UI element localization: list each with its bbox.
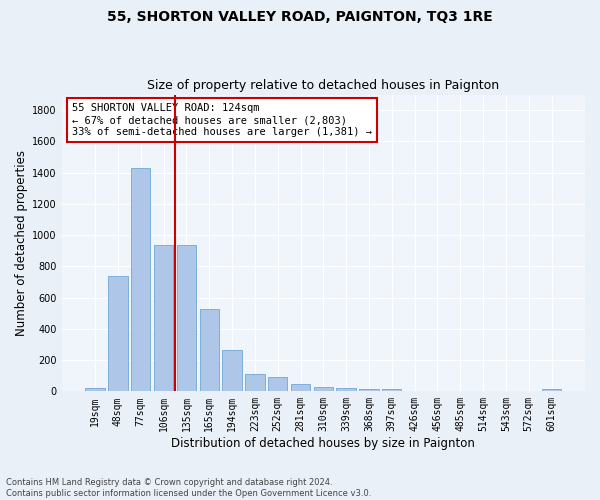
Bar — [268, 378, 287, 392]
Bar — [245, 374, 265, 392]
Bar — [359, 389, 379, 392]
Bar — [85, 388, 105, 392]
Bar — [405, 390, 424, 392]
Title: Size of property relative to detached houses in Paignton: Size of property relative to detached ho… — [147, 79, 499, 92]
Bar — [108, 276, 128, 392]
Bar — [200, 308, 219, 392]
Bar — [428, 390, 447, 392]
Bar — [177, 244, 196, 392]
Text: 55, SHORTON VALLEY ROAD, PAIGNTON, TQ3 1RE: 55, SHORTON VALLEY ROAD, PAIGNTON, TQ3 1… — [107, 10, 493, 24]
Bar — [314, 388, 333, 392]
Bar — [154, 244, 173, 392]
Bar — [223, 350, 242, 392]
Bar — [542, 389, 561, 392]
X-axis label: Distribution of detached houses by size in Paignton: Distribution of detached houses by size … — [172, 437, 475, 450]
Text: Contains HM Land Registry data © Crown copyright and database right 2024.
Contai: Contains HM Land Registry data © Crown c… — [6, 478, 371, 498]
Bar — [337, 388, 356, 392]
Y-axis label: Number of detached properties: Number of detached properties — [15, 150, 28, 336]
Bar — [131, 168, 151, 392]
Bar — [382, 389, 401, 392]
Text: 55 SHORTON VALLEY ROAD: 124sqm
← 67% of detached houses are smaller (2,803)
33% : 55 SHORTON VALLEY ROAD: 124sqm ← 67% of … — [72, 104, 372, 136]
Bar — [291, 384, 310, 392]
